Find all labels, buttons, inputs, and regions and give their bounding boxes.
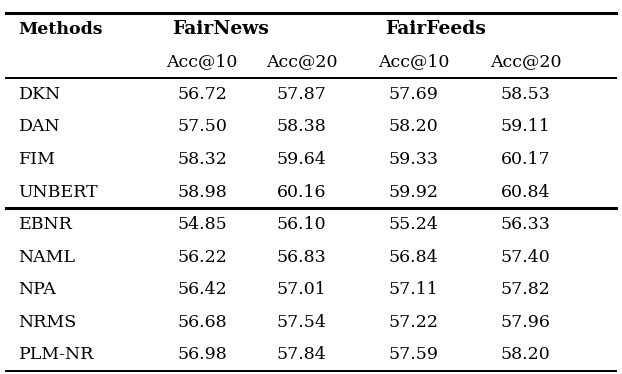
Text: UNBERT: UNBERT (19, 184, 98, 200)
Text: DKN: DKN (19, 86, 61, 103)
Text: 56.33: 56.33 (501, 216, 550, 233)
Text: 57.69: 57.69 (389, 86, 439, 103)
Text: 56.22: 56.22 (177, 249, 227, 266)
Text: 55.24: 55.24 (389, 216, 439, 233)
Text: 54.85: 54.85 (177, 216, 227, 233)
Text: 60.16: 60.16 (277, 184, 327, 200)
Text: 59.64: 59.64 (277, 151, 327, 168)
Text: NAML: NAML (19, 249, 76, 266)
Text: 58.32: 58.32 (177, 151, 227, 168)
Text: Acc@20: Acc@20 (490, 53, 561, 70)
Text: Acc@10: Acc@10 (167, 53, 238, 70)
Text: Acc@20: Acc@20 (266, 53, 337, 70)
Text: 56.83: 56.83 (277, 249, 327, 266)
Text: NRMS: NRMS (19, 314, 77, 331)
Text: 57.59: 57.59 (389, 346, 439, 363)
Text: 56.98: 56.98 (177, 346, 227, 363)
Text: 57.11: 57.11 (389, 281, 439, 298)
Text: FairFeeds: FairFeeds (385, 20, 486, 39)
Text: DAN: DAN (19, 119, 60, 135)
Text: FIM: FIM (19, 151, 55, 168)
Text: 56.84: 56.84 (389, 249, 439, 266)
Text: NPA: NPA (19, 281, 57, 298)
Text: 58.20: 58.20 (389, 119, 439, 135)
Text: 60.84: 60.84 (501, 184, 550, 200)
Text: FairNews: FairNews (172, 20, 269, 39)
Text: Acc@10: Acc@10 (378, 53, 449, 70)
Text: 57.40: 57.40 (501, 249, 550, 266)
Text: 59.11: 59.11 (501, 119, 550, 135)
Text: 57.87: 57.87 (277, 86, 327, 103)
Text: 57.50: 57.50 (177, 119, 227, 135)
Text: 57.82: 57.82 (501, 281, 550, 298)
Text: 59.33: 59.33 (389, 151, 439, 168)
Text: 57.54: 57.54 (277, 314, 327, 331)
Text: PLM-NR: PLM-NR (19, 346, 94, 363)
Text: EBNR: EBNR (19, 216, 73, 233)
Text: 57.01: 57.01 (277, 281, 327, 298)
Text: 58.53: 58.53 (501, 86, 550, 103)
Text: 56.72: 56.72 (177, 86, 227, 103)
Text: 56.68: 56.68 (177, 314, 227, 331)
Text: 57.84: 57.84 (277, 346, 327, 363)
Text: 56.10: 56.10 (277, 216, 327, 233)
Text: 59.92: 59.92 (389, 184, 439, 200)
Text: 58.38: 58.38 (277, 119, 327, 135)
Text: 58.20: 58.20 (501, 346, 550, 363)
Text: Methods: Methods (19, 21, 103, 38)
Text: 56.42: 56.42 (177, 281, 227, 298)
Text: 58.98: 58.98 (177, 184, 227, 200)
Text: 60.17: 60.17 (501, 151, 550, 168)
Text: 57.22: 57.22 (389, 314, 439, 331)
Text: 57.96: 57.96 (501, 314, 550, 331)
